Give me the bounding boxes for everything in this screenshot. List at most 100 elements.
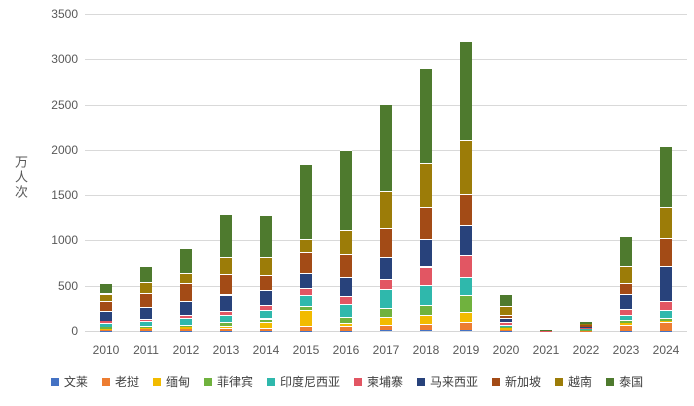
bar-segment-印度尼西亚-2014[interactable] (260, 309, 272, 319)
bar-segment-泰国-2010[interactable] (100, 283, 112, 294)
bar-segment-菲律宾-2019[interactable] (460, 295, 472, 312)
bar-segment-老挝-2014[interactable] (260, 327, 272, 331)
bar-segment-越南-2022[interactable] (580, 323, 592, 326)
bar-segment-文莱-2018[interactable] (420, 330, 432, 331)
bar-segment-菲律宾-2020[interactable] (500, 327, 512, 329)
bar-segment-菲律宾-2016[interactable] (340, 317, 352, 324)
bar-segment-文莱-2017[interactable] (380, 330, 392, 331)
bar-segment-印度尼西亚-2016[interactable] (340, 304, 352, 318)
bar-segment-越南-2010[interactable] (100, 293, 112, 301)
bar-segment-柬埔寨-2011[interactable] (140, 318, 152, 322)
bar-segment-缅甸-2013[interactable] (220, 326, 232, 329)
bar-segment-柬埔寨-2010[interactable] (100, 321, 112, 323)
bar-segment-印度尼西亚-2019[interactable] (460, 277, 472, 296)
bar-segment-越南-2024[interactable] (660, 206, 672, 238)
bar-segment-新加坡-2017[interactable] (380, 227, 392, 258)
bar-segment-马来西亚-2012[interactable] (180, 301, 192, 316)
bar-segment-柬埔寨-2016[interactable] (340, 295, 352, 305)
legend-item-菲律宾[interactable]: 菲律宾 (203, 376, 253, 388)
bar-segment-越南-2016[interactable] (340, 229, 352, 254)
bar-segment-新加坡-2011[interactable] (140, 293, 152, 308)
bar-segment-新加坡-2024[interactable] (660, 237, 672, 266)
bar-segment-老挝-2018[interactable] (420, 324, 432, 331)
legend-item-文莱[interactable]: 文莱 (50, 376, 88, 388)
legend-item-新加坡[interactable]: 新加坡 (492, 376, 541, 388)
bar-segment-印度尼西亚-2024[interactable] (660, 309, 672, 319)
bar-segment-印度尼西亚-2015[interactable] (300, 294, 312, 306)
bar-segment-缅甸-2024[interactable] (660, 321, 672, 322)
bar-segment-老挝-2016[interactable] (340, 325, 352, 331)
bar-segment-马来西亚-2016[interactable] (340, 276, 352, 296)
bar-segment-马来西亚-2020[interactable] (500, 318, 512, 323)
bar-segment-印度尼西亚-2010[interactable] (100, 322, 112, 327)
bar-segment-印度尼西亚-2012[interactable] (180, 318, 192, 325)
bar-segment-泰国-2011[interactable] (140, 265, 152, 282)
bar-segment-马来西亚-2015[interactable] (300, 273, 312, 289)
bar-segment-缅甸-2020[interactable] (500, 328, 512, 330)
bar-segment-柬埔寨-2024[interactable] (660, 300, 672, 310)
bar-segment-印度尼西亚-2018[interactable] (420, 285, 432, 305)
legend-item-泰国[interactable]: 泰国 (606, 376, 643, 388)
bar-segment-印度尼西亚-2022[interactable] (580, 328, 592, 330)
bar-segment-柬埔寨-2018[interactable] (420, 266, 432, 286)
bar-segment-缅甸-2012[interactable] (180, 326, 192, 329)
bar-segment-缅甸-2015[interactable] (300, 310, 312, 326)
bar-segment-越南-2020[interactable] (500, 306, 512, 315)
bar-segment-老挝-2019[interactable] (460, 321, 472, 331)
bar-segment-马来西亚-2023[interactable] (620, 294, 632, 309)
bar-segment-缅甸-2011[interactable] (140, 328, 152, 330)
bar-segment-老挝-2013[interactable] (220, 328, 232, 331)
bar-segment-印度尼西亚-2020[interactable] (500, 324, 512, 328)
bar-segment-菲律宾-2018[interactable] (420, 305, 432, 316)
bar-segment-柬埔寨-2017[interactable] (380, 279, 392, 290)
bar-segment-缅甸-2023[interactable] (620, 322, 632, 325)
bar-segment-马来西亚-2017[interactable] (380, 257, 392, 280)
bar-segment-越南-2015[interactable] (300, 238, 312, 253)
bar-segment-柬埔寨-2020[interactable] (500, 322, 512, 325)
legend-item-柬埔寨[interactable]: 柬埔寨 (354, 376, 403, 388)
bar-segment-新加坡-2020[interactable] (500, 314, 512, 319)
bar-segment-柬埔寨-2012[interactable] (180, 315, 192, 319)
bar-segment-老挝-2012[interactable] (180, 328, 192, 331)
bar-segment-柬埔寨-2019[interactable] (460, 255, 472, 278)
bar-segment-印度尼西亚-2011[interactable] (140, 321, 152, 327)
bar-segment-越南-2013[interactable] (220, 256, 232, 274)
bar-segment-马来西亚-2014[interactable] (260, 290, 272, 305)
bar-segment-马来西亚-2018[interactable] (420, 239, 432, 267)
bar-segment-泰国-2020[interactable] (500, 294, 512, 307)
bar-segment-菲律宾-2017[interactable] (380, 308, 392, 318)
bar-segment-马来西亚-2010[interactable] (100, 310, 112, 322)
bar-segment-泰国-2018[interactable] (420, 68, 432, 164)
bar-segment-印度尼西亚-2023[interactable] (620, 315, 632, 321)
bar-segment-泰国-2023[interactable] (620, 235, 632, 266)
bar-segment-菲律宾-2010[interactable] (100, 327, 112, 329)
bar-segment-文莱-2019[interactable] (460, 330, 472, 331)
bar-segment-新加坡-2012[interactable] (180, 282, 192, 302)
bar-segment-越南-2018[interactable] (420, 163, 432, 208)
bar-segment-缅甸-2016[interactable] (340, 323, 352, 326)
bar-segment-泰国-2013[interactable] (220, 214, 232, 257)
bar-segment-老挝-2011[interactable] (140, 329, 152, 331)
bar-segment-印度尼西亚-2017[interactable] (380, 289, 392, 309)
bar-segment-越南-2011[interactable] (140, 281, 152, 294)
legend-item-越南[interactable]: 越南 (555, 376, 592, 388)
legend-item-老挝[interactable]: 老挝 (101, 376, 139, 388)
bar-segment-菲律宾-2023[interactable] (620, 320, 632, 323)
bar-segment-越南-2017[interactable] (380, 191, 392, 228)
bar-segment-老挝-2010[interactable] (100, 329, 112, 331)
bar-segment-菲律宾-2012[interactable] (180, 324, 192, 327)
bar-segment-马来西亚-2024[interactable] (660, 265, 672, 301)
bar-segment-缅甸-2017[interactable] (380, 317, 392, 326)
bar-segment-老挝-2023[interactable] (620, 324, 632, 331)
bar-segment-泰国-2017[interactable] (380, 103, 392, 192)
bar-segment-泰国-2014[interactable] (260, 215, 272, 257)
bar-segment-老挝-2024[interactable] (660, 321, 672, 331)
bar-segment-缅甸-2014[interactable] (260, 322, 272, 328)
bar-segment-柬埔寨-2022[interactable] (580, 327, 592, 329)
bar-segment-马来西亚-2019[interactable] (460, 225, 472, 256)
bar-segment-柬埔寨-2013[interactable] (220, 310, 232, 315)
bar-segment-缅甸-2019[interactable] (460, 311, 472, 322)
bar-segment-泰国-2019[interactable] (460, 41, 472, 141)
bar-segment-柬埔寨-2023[interactable] (620, 308, 632, 316)
bar-segment-泰国-2015[interactable] (300, 164, 312, 239)
